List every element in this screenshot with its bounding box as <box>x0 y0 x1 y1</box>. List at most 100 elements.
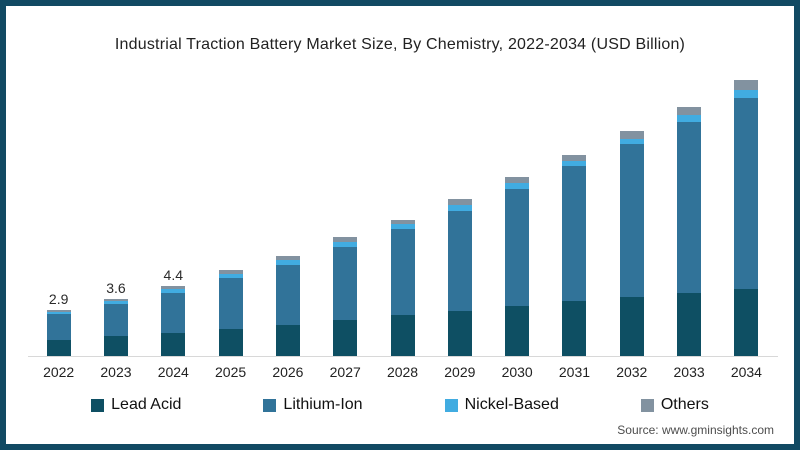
legend: Lead Acid Lithium-Ion Nickel-Based Others <box>36 396 764 414</box>
bar-column-2026 <box>259 70 316 356</box>
x-axis-label-2030: 2030 <box>501 364 533 380</box>
bar-segment-nickel-based-2026 <box>275 260 300 265</box>
bar-2025 <box>218 270 243 356</box>
x-axis-label-2024: 2024 <box>157 364 189 380</box>
bar-segment-lithium-ion-2027 <box>333 246 358 321</box>
bar-2034 <box>734 80 759 356</box>
x-axis-label-2027: 2027 <box>329 364 361 380</box>
chart-title: Industrial Traction Battery Market Size,… <box>114 36 686 53</box>
source-attribution: Source: www.gminsights.com <box>617 423 774 437</box>
bar-total-label-2023: 3.6 <box>106 279 126 296</box>
bar-segment-lithium-ion-2029 <box>447 210 472 311</box>
bar-segment-others-2032 <box>619 130 644 139</box>
x-axis-label-2022: 2022 <box>43 364 75 380</box>
bar-2022 <box>46 310 71 356</box>
bar-segment-lithium-ion-2030 <box>505 189 530 307</box>
bar-column-2030 <box>489 70 546 356</box>
legend-marker-nickel-based <box>444 398 458 412</box>
legend-marker-others <box>640 398 654 412</box>
bar-segment-lithium-ion-2031 <box>562 166 587 301</box>
legend-item-others: Others <box>640 396 709 414</box>
bar-column-2024: 4.4 <box>145 70 202 356</box>
bar-column-2025 <box>202 70 259 356</box>
legend-label-lithium-ion: Lithium-Ion <box>283 396 363 413</box>
legend-item-lithium-ion: Lithium-Ion <box>263 396 363 414</box>
legend-label-others: Others <box>660 396 709 413</box>
bar-segment-others-2034 <box>734 80 759 91</box>
bar-segment-lithium-ion-2026 <box>275 264 300 326</box>
x-axis-label-2032: 2032 <box>616 364 648 380</box>
bar-2030 <box>505 176 530 356</box>
bar-column-2031 <box>546 70 603 356</box>
bar-column-2034 <box>718 70 775 356</box>
bar-2029 <box>447 199 472 356</box>
bar-segment-lead-acid-2031 <box>562 300 587 356</box>
x-axis-label-2023: 2023 <box>100 364 132 380</box>
bar-segment-others-2029 <box>447 199 472 206</box>
bar-segment-others-2031 <box>562 154 587 161</box>
x-axis-line <box>28 356 778 357</box>
bar-segment-lithium-ion-2034 <box>734 98 759 290</box>
x-axis-label-2028: 2028 <box>386 364 419 380</box>
bar-segment-lead-acid-2033 <box>677 293 702 356</box>
bar-segment-others-2033 <box>677 107 702 115</box>
bar-column-2028 <box>374 70 431 356</box>
bar-segment-lithium-ion-2022 <box>46 313 71 341</box>
bar-segment-lithium-ion-2033 <box>677 122 702 294</box>
bar-segment-others-2028 <box>390 219 415 225</box>
bar-segment-lead-acid-2027 <box>333 320 358 356</box>
bar-segment-lead-acid-2022 <box>46 340 71 356</box>
bar-segment-others-2027 <box>333 237 358 242</box>
legend-item-lead-acid: Lead Acid <box>91 396 181 414</box>
bar-column-2022: 2.9 <box>30 70 87 356</box>
bar-2032 <box>619 130 644 356</box>
x-axis-labels: 2022 2023 2024 2025 2026 2027 2028 2029 2030 2031… <box>30 364 775 384</box>
bar-column-2032 <box>603 70 660 356</box>
bar-segment-lead-acid-2032 <box>619 296 644 356</box>
legend-label-nickel-based: Nickel-Based <box>464 396 559 413</box>
bar-segment-nickel-based-2029 <box>447 205 472 211</box>
bar-segment-lithium-ion-2023 <box>103 303 128 337</box>
bar-segment-nickel-based-2032 <box>619 138 644 145</box>
legend-item-nickel-based: Nickel-Based <box>444 396 559 414</box>
bar-segment-nickel-based-2024 <box>161 289 186 293</box>
bar-total-label-2024: 4.4 <box>163 267 184 284</box>
bar-segment-lithium-ion-2025 <box>218 277 243 330</box>
bar-total-label-2022: 2.9 <box>48 291 69 308</box>
x-axis-label-2033: 2033 <box>673 364 705 380</box>
bar-segment-nickel-based-2023 <box>103 301 128 304</box>
bar-segment-others-2024 <box>161 286 186 290</box>
bar-segment-lead-acid-2029 <box>447 310 472 356</box>
bar-segment-lithium-ion-2024 <box>161 292 186 334</box>
bar-2033 <box>677 107 702 356</box>
bar-column-2027 <box>317 70 374 356</box>
bar-segment-nickel-based-2022 <box>46 311 71 314</box>
bar-segment-others-2022 <box>46 310 71 312</box>
bar-segment-others-2026 <box>275 256 300 261</box>
bar-segment-nickel-based-2034 <box>734 90 759 99</box>
bar-2031 <box>562 154 587 356</box>
bar-segment-lead-acid-2024 <box>161 333 186 356</box>
bar-segment-nickel-based-2025 <box>218 273 243 278</box>
bar-segment-nickel-based-2028 <box>390 224 415 230</box>
x-axis-label-2031: 2031 <box>558 364 591 380</box>
x-axis-label-2034: 2034 <box>730 364 762 380</box>
bar-segment-nickel-based-2033 <box>677 114 702 123</box>
bar-segment-lead-acid-2034 <box>734 289 759 356</box>
legend-marker-lead-acid <box>91 398 105 412</box>
bar-segment-nickel-based-2031 <box>562 160 587 167</box>
x-axis-label-2025: 2025 <box>215 364 247 380</box>
bar-column-2029 <box>431 70 488 356</box>
bar-segment-lead-acid-2028 <box>390 314 415 356</box>
x-axis-label-2029: 2029 <box>444 364 476 380</box>
bar-segment-others-2023 <box>103 298 128 301</box>
bar-segment-lead-acid-2026 <box>275 325 300 356</box>
bar-2028 <box>390 219 415 356</box>
bar-segment-lithium-ion-2032 <box>619 144 644 297</box>
bar-segment-others-2030 <box>505 176 530 184</box>
bar-2027 <box>333 237 358 356</box>
bar-column-2033 <box>660 70 717 356</box>
bar-segment-nickel-based-2027 <box>333 241 358 247</box>
bar-column-2023: 3.6 <box>87 70 144 356</box>
